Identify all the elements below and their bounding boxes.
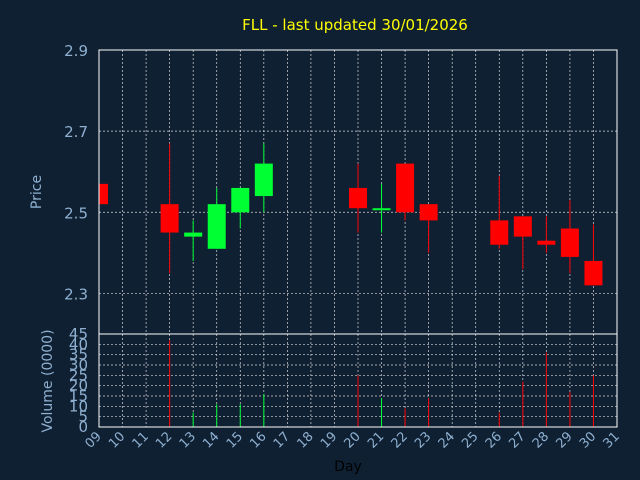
candle-body [231,187,250,213]
day-tick-label: 31 [601,429,623,451]
chart-title: FLL - last updated 30/01/2026 [242,16,468,34]
day-tick-label: 19 [318,429,340,451]
day-tick-label: 15 [224,429,246,451]
volume-panel-frame [98,333,618,428]
candle-body [513,216,532,237]
price-tick-label: 2.3 [64,285,88,303]
volume-tick-label: 10 [69,397,88,415]
day-tick-label: 30 [577,429,599,451]
volume-tick-label: 15 [69,387,88,405]
volume-tick-label: 0 [78,418,88,436]
candle-body [99,183,108,205]
volume-tick-label: 20 [69,377,88,395]
day-axis-label: Day [334,459,362,475]
volume-tick-label: 5 [78,408,88,426]
candle-body [160,204,179,233]
day-tick-label: 28 [530,429,552,451]
candle-body [372,208,391,211]
day-tick-label: 14 [200,429,222,451]
day-tick-label: 27 [506,429,528,451]
day-tick-label: 26 [483,429,505,451]
candle-body [207,204,226,249]
price-axis-label: Price [29,175,45,209]
candle-body [396,163,415,213]
day-tick-label: 20 [342,429,364,451]
volume-tick-label: 45 [69,325,88,343]
candle-body [490,220,509,245]
day-tick-label: 11 [130,429,152,451]
price-candles [98,143,603,286]
price-tick-label: 2.9 [64,42,88,60]
candle-body [254,163,273,197]
day-tick-label: 21 [365,429,387,451]
candle-body [584,260,603,286]
day-tick-label: 29 [553,429,575,451]
candle-body [349,187,367,209]
candle-body [419,204,438,221]
volume-tick-label: 30 [69,356,88,374]
price-axis-ticks: 2.3 2.5 2.7 2.9 [64,42,88,303]
candle-body [537,240,556,245]
day-tick-label: 10 [106,429,128,451]
volume-axis-label: Volume (0000) [40,329,56,432]
candle-body [184,232,203,237]
day-tick-label: 16 [247,429,269,451]
volume-bars [169,340,594,427]
day-tick-label: 18 [294,429,316,451]
volume-tick-label: 35 [69,346,88,364]
price-tick-label: 2.5 [64,204,88,222]
price-tick-label: 2.7 [64,123,88,141]
day-tick-label: 12 [153,429,175,451]
day-tick-label: 13 [177,429,199,451]
day-tick-label: 17 [271,429,293,451]
day-tick-label: 24 [436,429,458,451]
price-grid [99,50,617,334]
day-tick-label: 23 [412,429,434,451]
candle-body [560,228,579,257]
day-tick-label: 25 [459,429,481,451]
volume-tick-label: 25 [69,366,88,384]
day-axis-ticks: 09 10 11 12 13 14 15 16 17 18 19 20 21 22 23 24 25 26 27 28… [83,429,623,451]
day-tick-label: 22 [389,429,411,451]
volume-tick-label: 40 [69,335,88,353]
